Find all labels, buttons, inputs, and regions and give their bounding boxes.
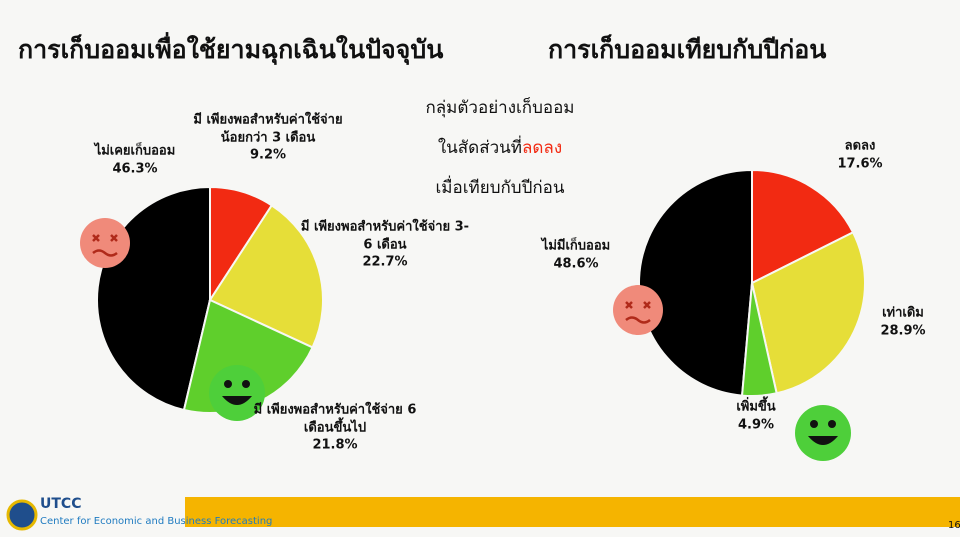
chart-title: การเก็บออมเพื่อใช้ยามฉุกเฉินในปัจจุบัน: [18, 35, 444, 64]
pie-slice: [751, 168, 855, 285]
category-label: มี เพียงพอสำหรับค่าใช้จ่ายน้อยกว่า 3 เดื…: [193, 112, 343, 146]
pie-slice: [638, 168, 753, 397]
value-label: 22.7%: [362, 254, 408, 270]
happy-face: [209, 365, 265, 421]
value-label: 17.6%: [837, 156, 883, 171]
chart-title: การเก็บออมเทียบกับปีก่อน: [548, 35, 827, 64]
pie-slice: [740, 282, 778, 397]
value-label: 48.6%: [553, 256, 599, 271]
org-name: Center for Economic and Business Forecas…: [40, 516, 272, 527]
pie-slice: [750, 230, 866, 395]
value-label: 21.8%: [312, 437, 358, 453]
data-label: มี เพียงพอสำหรับค่าใช้จ่าย 3-6 เดือน 22.7…: [300, 219, 470, 272]
value-label: 46.3%: [112, 161, 158, 176]
data-label: เพิ่มขึ้น 4.9%: [711, 398, 801, 433]
logo: [6, 499, 38, 531]
sad-face: [80, 218, 130, 268]
data-label: ไม่มีเก็บออม 48.6%: [521, 237, 631, 272]
data-label: เท่าเดิม 28.9%: [858, 304, 948, 339]
data-label: มี เพียงพอสำหรับค่าใช้จ่าย 6 เดือนขึ้นไป…: [250, 402, 420, 455]
annotation: กลุ่มตัวอย่างเก็บออม: [425, 98, 575, 118]
annotation: เมื่อเทียบกับปีก่อน: [435, 178, 565, 198]
data-label: ลดลง 17.6%: [815, 137, 905, 172]
category-label: ไม่มีเก็บออม: [541, 238, 611, 254]
data-label: มี เพียงพอสำหรับค่าใช้จ่ายน้อยกว่า 3 เดื…: [183, 112, 353, 165]
value-label: 9.2%: [249, 147, 287, 163]
org: UTCC: [40, 496, 81, 512]
category-label: มี เพียงพอสำหรับค่าใช้จ่าย 3-6 เดือน: [300, 219, 470, 253]
value-label: 4.9%: [737, 417, 775, 432]
category-label: ลดลง: [844, 138, 876, 154]
page-number: 16: [948, 520, 960, 531]
category-label: เพิ่มขึ้น: [736, 399, 776, 415]
pie-slice: [208, 203, 324, 349]
data-label: ไม่เคยเก็บออม 46.3%: [90, 142, 180, 177]
annotation-highlight: ลดลง: [521, 138, 563, 158]
sad-face: [613, 285, 663, 335]
value-label: 28.9%: [880, 323, 926, 338]
annotation: ในสัดส่วนที่ลดลง: [438, 134, 562, 161]
category-label: มี เพียงพอสำหรับค่าใช้จ่าย 6 เดือนขึ้นไป: [253, 402, 417, 436]
annotation: ในสัดส่วนที่: [437, 138, 522, 158]
category-label: เท่าเดิม: [882, 305, 924, 321]
category-label: ไม่เคยเก็บออม: [94, 143, 176, 159]
footer-bar: [185, 497, 960, 527]
happy-face: [795, 405, 851, 461]
